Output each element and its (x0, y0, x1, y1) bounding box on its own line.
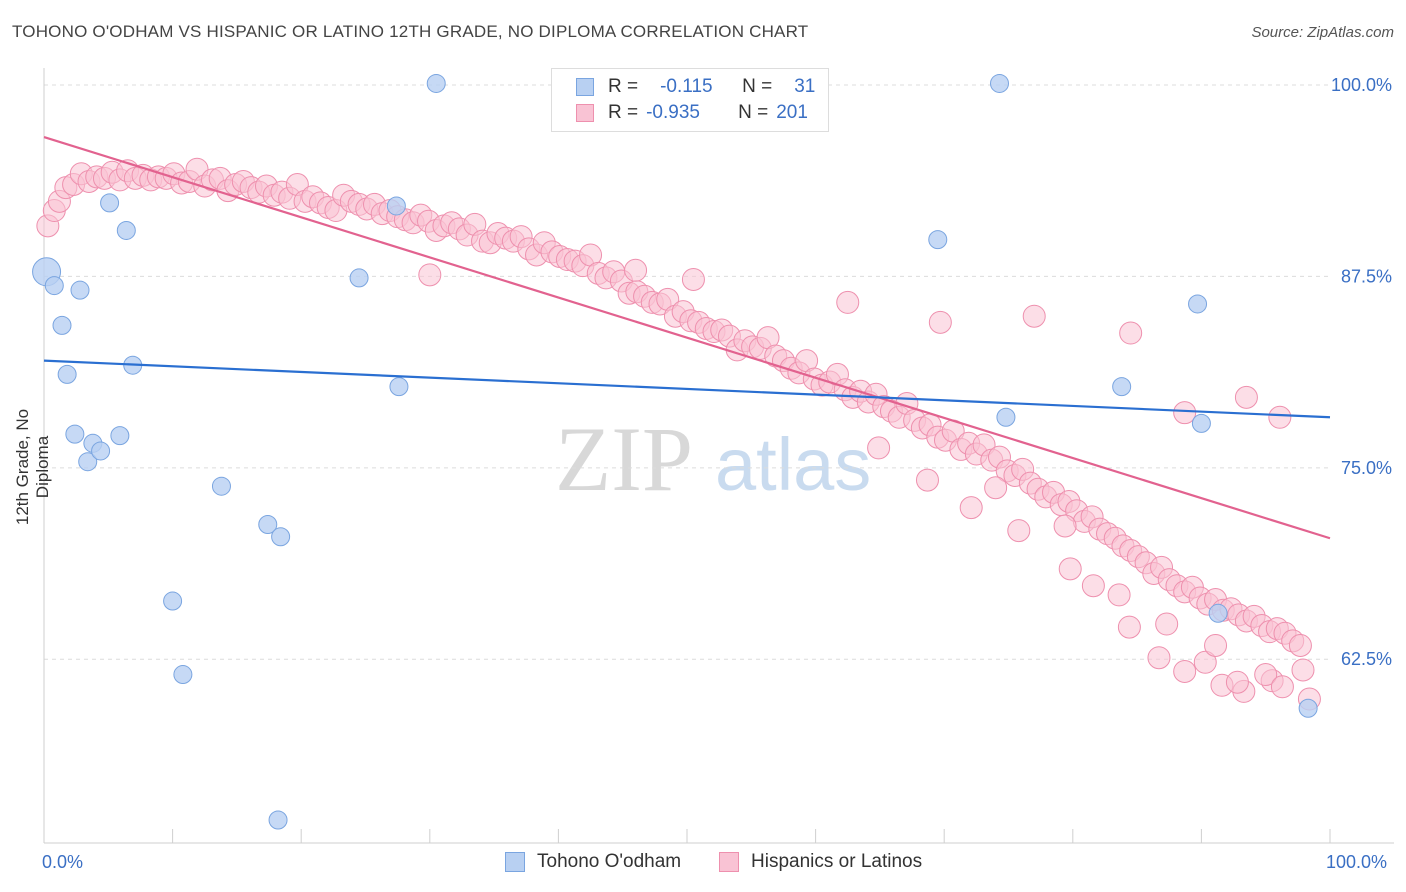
hispanic-point (1173, 659, 1197, 683)
pink-swatch-icon (719, 852, 739, 872)
tohono-point (1191, 413, 1211, 433)
r-label: R = (608, 102, 639, 123)
hispanic-point (867, 436, 891, 460)
hispanic-point (1147, 646, 1171, 670)
tohono-point (70, 280, 90, 300)
tohono-point (100, 193, 120, 213)
bottom-legend-hispanic: Hispanics or Latinos (719, 851, 922, 873)
tohono-point (57, 364, 77, 384)
r-value: -0.935 (646, 102, 700, 123)
hispanic-point (836, 290, 860, 314)
hispanic-point (1193, 650, 1217, 674)
hispanic-trendline (43, 135, 1331, 540)
tohono-trendline (43, 359, 1331, 419)
tohono-point (1298, 698, 1318, 718)
n-value: 31 (794, 76, 816, 97)
y-tick-label: 75.0% (1341, 458, 1392, 478)
watermark-zip: ZIP (555, 408, 693, 510)
x-tick-min: 0.0% (42, 852, 84, 872)
tohono-point (426, 73, 446, 93)
watermark-atlas: atlas (715, 423, 871, 506)
blue-swatch-icon (505, 852, 525, 872)
tohono-point (349, 268, 369, 288)
hispanic-point (1058, 557, 1082, 581)
hispanic-point (1007, 519, 1031, 543)
y-tick-label: 62.5% (1341, 649, 1392, 669)
y-tick-label: 87.5% (1341, 266, 1392, 286)
tohono-point (268, 810, 288, 830)
tohono-point (386, 196, 406, 216)
tohono-point (211, 476, 231, 496)
tohono-point (271, 527, 291, 547)
hispanic-point (1268, 405, 1292, 429)
x-tick-max: 100.0% (1326, 852, 1388, 872)
chart-source: Source: ZipAtlas.com (1251, 24, 1394, 41)
tohono-point (91, 441, 111, 461)
hispanic-point (681, 267, 705, 291)
tohono-point (928, 230, 948, 250)
hispanic-point (1204, 633, 1228, 657)
tohono-point (1188, 294, 1208, 314)
tohono-point (116, 220, 136, 240)
hispanic-point (1234, 385, 1258, 409)
hispanic-point (984, 476, 1008, 500)
legend-row-hispanic: R = -0.935 N = 201 (576, 101, 808, 125)
hispanic-point (1022, 304, 1046, 328)
hispanic-point (1270, 675, 1294, 699)
hispanic-point (1119, 321, 1143, 345)
hispanic-point (928, 310, 952, 334)
blue-swatch-icon (576, 78, 594, 96)
tohono-point (78, 452, 98, 472)
pink-swatch-icon (576, 104, 594, 122)
n-label: N = (742, 76, 773, 97)
hispanic-point (959, 496, 983, 520)
y-tick-label: 100.0% (1331, 75, 1392, 95)
legend-label-hispanic: Hispanics or Latinos (751, 851, 923, 872)
hispanic-point (1081, 574, 1105, 598)
y-axis-label: 12th Grade, No Diploma (13, 408, 52, 526)
tohono-point (173, 665, 193, 685)
legend-label-tohono: Tohono O'odham (537, 851, 682, 872)
hispanic-point (1155, 612, 1179, 636)
tohono-point (52, 315, 72, 335)
hispanic-point (1254, 663, 1278, 687)
tohono-point (989, 73, 1009, 93)
r-value: -0.115 (660, 76, 713, 97)
n-value: 201 (776, 102, 808, 123)
legend-row-tohono: R = -0.115 N = 31 (576, 75, 815, 99)
tohono-point (110, 426, 130, 446)
hispanic-point (1107, 583, 1131, 607)
tohono-point (1112, 377, 1132, 397)
hispanic-point (624, 258, 648, 282)
hispanic-point (1225, 670, 1249, 694)
hispanic-point (1288, 633, 1312, 657)
hispanic-point (1117, 615, 1141, 639)
hispanic-point (1053, 514, 1077, 538)
tohono-point (389, 377, 409, 397)
tohono-point (258, 514, 278, 534)
hispanic-point (1291, 658, 1315, 682)
correlation-legend: R = -0.115 N = 31 R = -0.935 N = 201 (551, 68, 829, 132)
tohono-point (44, 276, 64, 296)
tohono-point (1208, 603, 1228, 623)
chart-title: TOHONO O'ODHAM VS HISPANIC OR LATINO 12T… (12, 22, 809, 41)
hispanic-point (1173, 401, 1197, 425)
hispanic-point (915, 468, 939, 492)
hispanic-point (418, 263, 442, 287)
r-label: R = (608, 76, 639, 97)
bottom-legend-tohono: Tohono O'odham (505, 851, 681, 873)
tohono-point (996, 407, 1016, 427)
tohono-point (163, 591, 183, 611)
tohono-point (65, 424, 85, 444)
n-label: N = (738, 102, 769, 123)
